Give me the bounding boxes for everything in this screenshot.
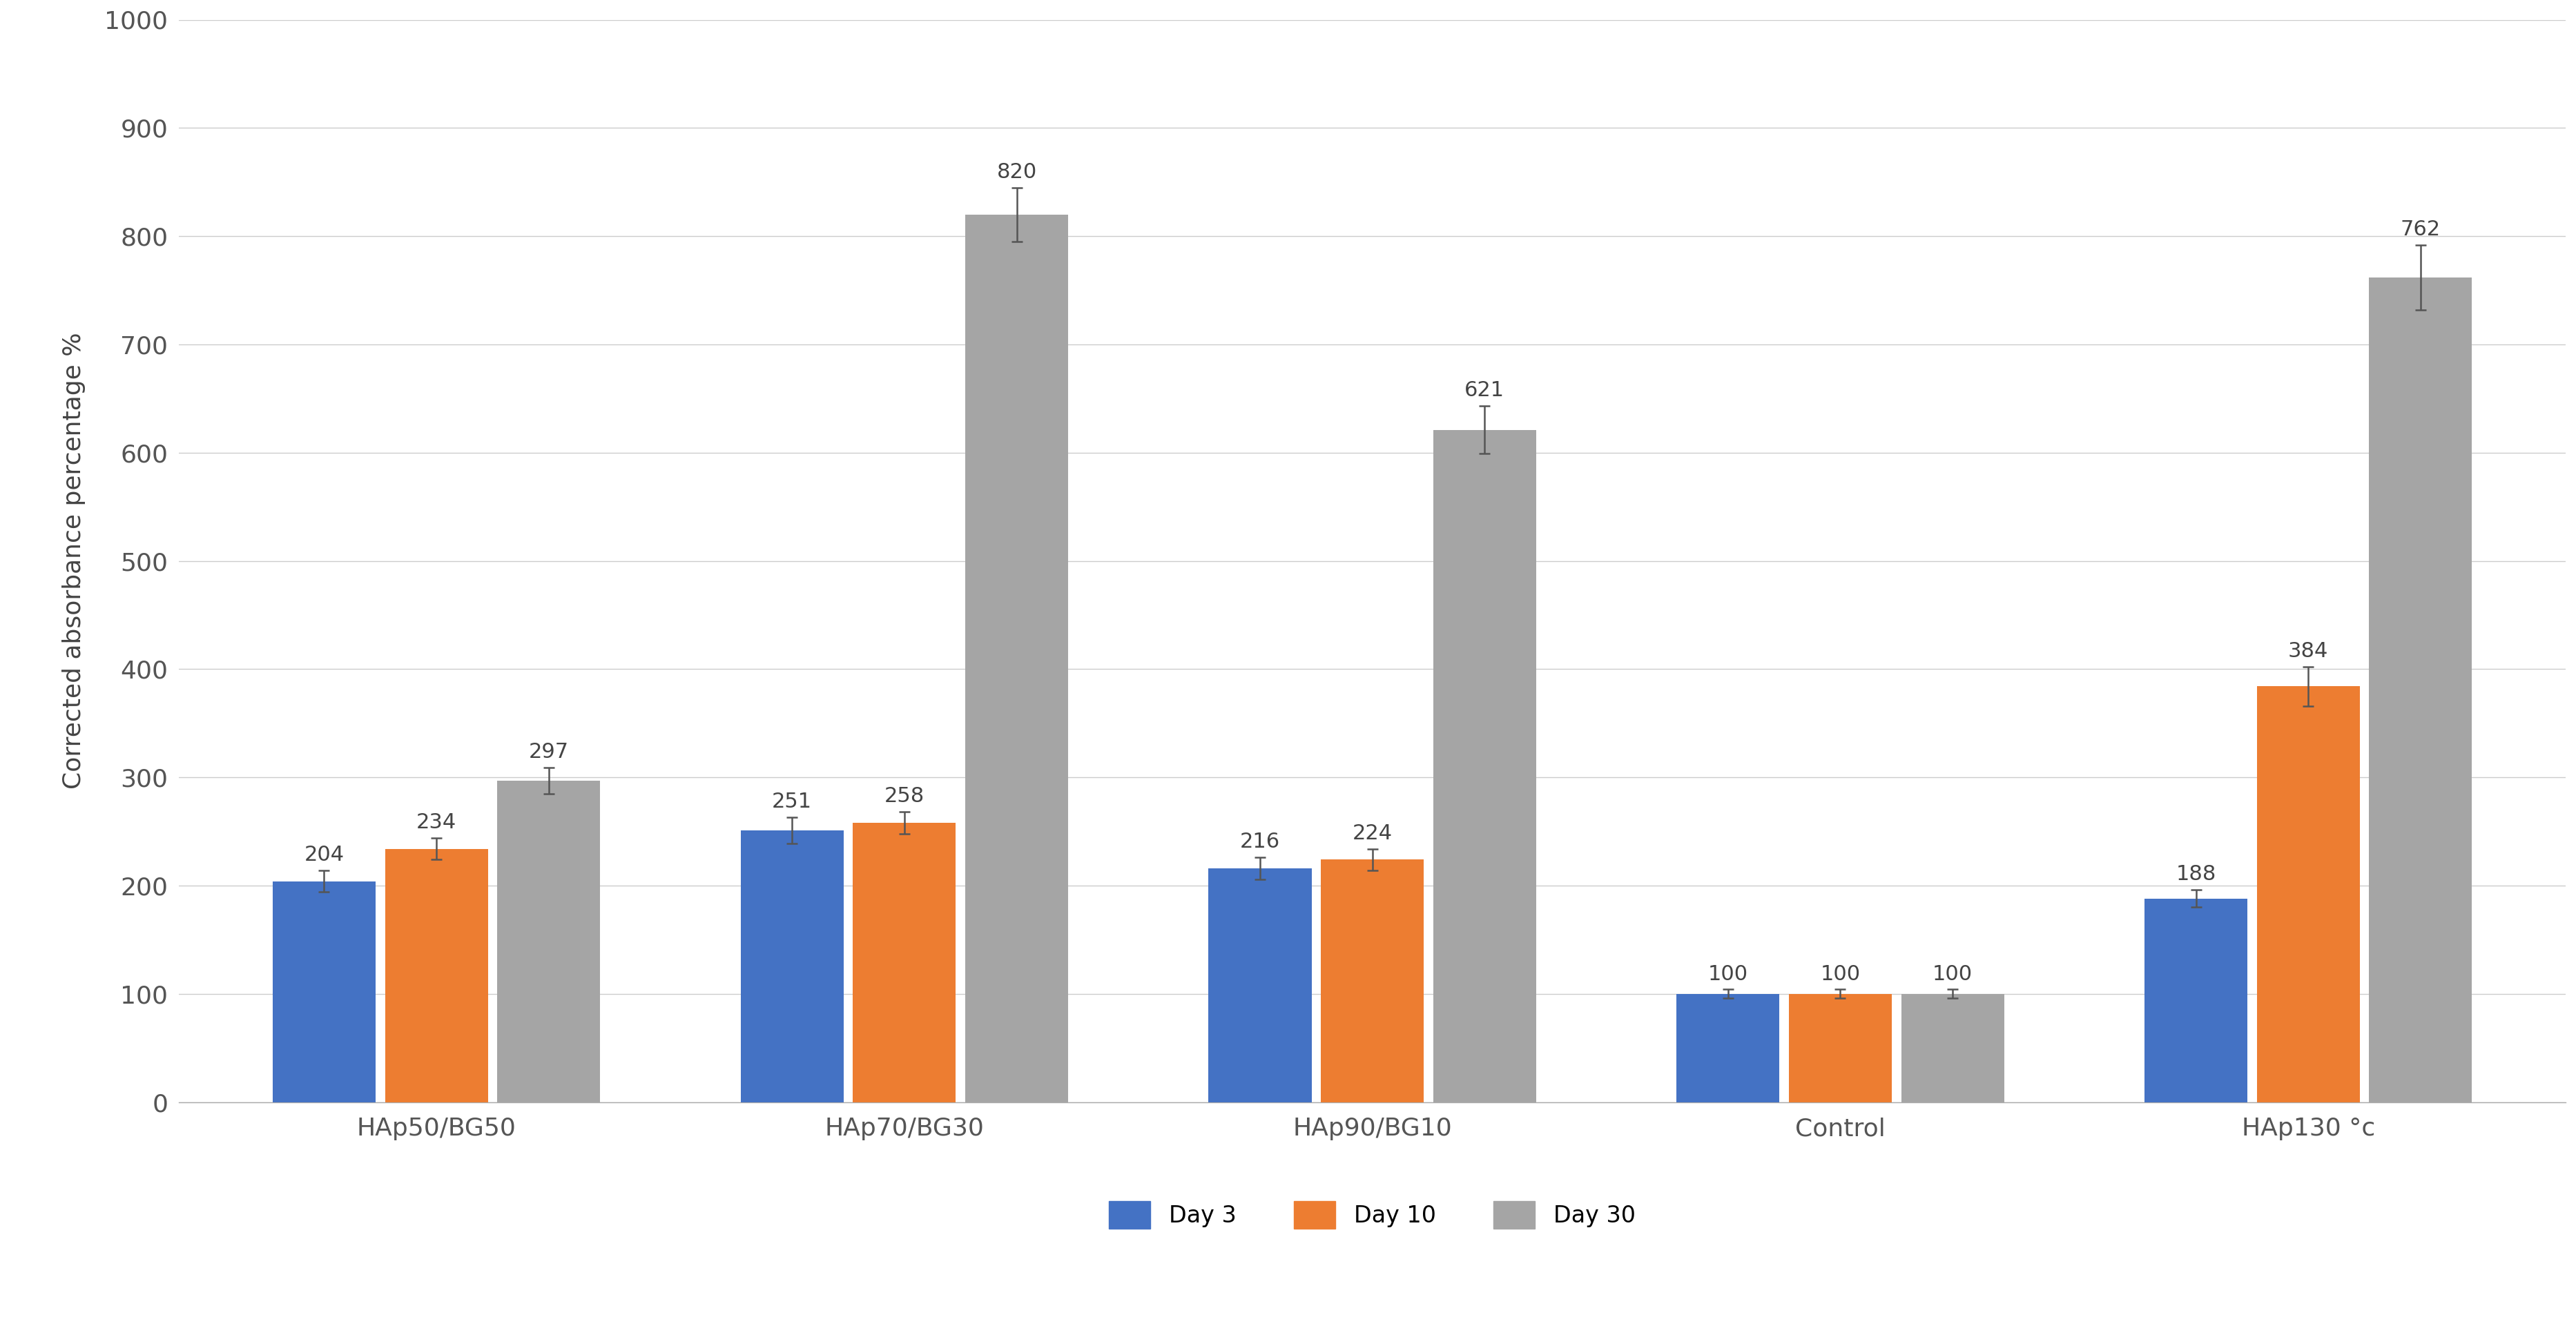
Bar [2370,277,2473,1102]
Text: 100: 100 [1821,964,1860,984]
Bar [1208,869,1311,1102]
Text: 100: 100 [1932,964,1973,984]
Text: 762: 762 [2401,219,2439,240]
Text: 234: 234 [417,813,456,833]
Bar [384,849,487,1102]
Bar [2257,687,2360,1102]
Text: 204: 204 [304,845,345,865]
Bar [2143,899,2246,1102]
Text: 258: 258 [884,786,925,806]
Text: 820: 820 [997,162,1036,182]
Text: 224: 224 [1352,823,1394,843]
Bar [1788,993,1891,1102]
Legend: Day 3, Day 10, Day 30: Day 3, Day 10, Day 30 [1097,1189,1646,1240]
Bar [273,882,376,1102]
Bar [966,215,1069,1102]
Bar [742,830,842,1102]
Y-axis label: Corrected absorbance percentage %: Corrected absorbance percentage % [62,333,85,789]
Bar [497,781,600,1102]
Bar [1432,430,1535,1102]
Text: 621: 621 [1466,381,1504,400]
Text: 100: 100 [1708,964,1749,984]
Text: 216: 216 [1239,831,1280,853]
Text: 251: 251 [773,792,811,812]
Bar [1677,993,1780,1102]
Bar [853,822,956,1102]
Bar [1901,993,2004,1102]
Text: 384: 384 [2287,642,2329,662]
Text: 297: 297 [528,743,569,762]
Bar [1321,859,1425,1102]
Text: 188: 188 [2177,865,2215,884]
